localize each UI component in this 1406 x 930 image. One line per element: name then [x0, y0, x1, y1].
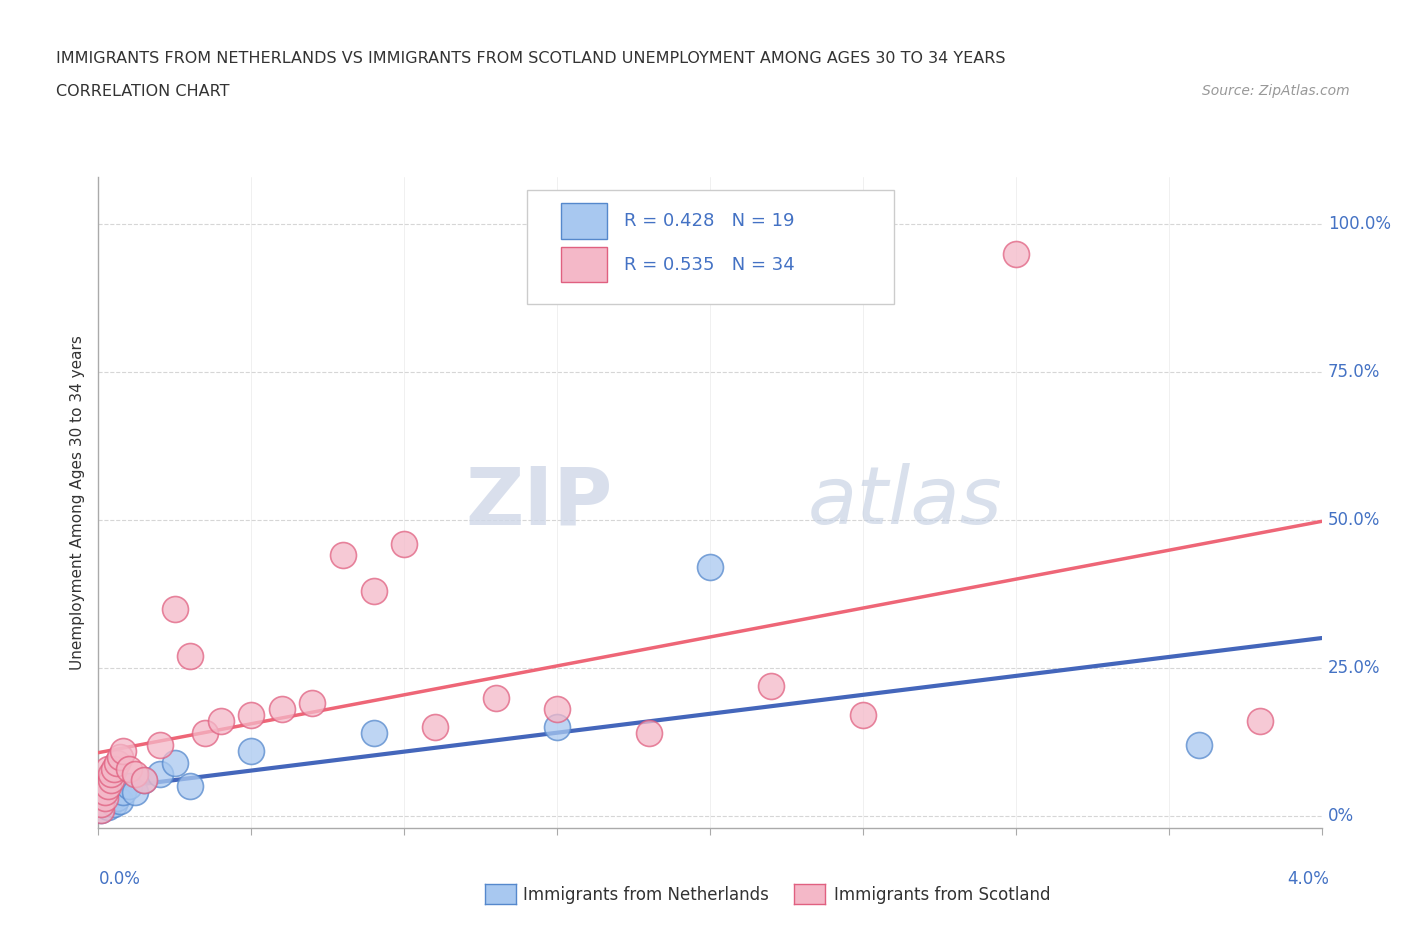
Point	[270, 702, 294, 717]
Text: Immigrants from Scotland: Immigrants from Scotland	[834, 885, 1050, 904]
Point	[100, 773, 122, 788]
Text: Source: ZipAtlas.com: Source: ZipAtlas.com	[1202, 84, 1350, 98]
Point	[124, 785, 146, 800]
Point	[103, 761, 125, 776]
Point	[97, 778, 120, 793]
Point	[1004, 246, 1026, 261]
Text: 0.0%: 0.0%	[98, 870, 141, 887]
Point	[105, 755, 128, 770]
Point	[134, 773, 156, 788]
Text: 0%: 0%	[1327, 807, 1354, 825]
Point	[90, 803, 112, 817]
Point	[485, 690, 508, 705]
Text: 25.0%: 25.0%	[1327, 659, 1381, 677]
Point	[93, 785, 115, 800]
FancyBboxPatch shape	[561, 246, 607, 283]
Point	[179, 778, 201, 793]
Point	[194, 725, 217, 740]
Point	[179, 648, 201, 663]
Point	[97, 800, 120, 815]
Text: Immigrants from Netherlands: Immigrants from Netherlands	[523, 885, 769, 904]
Point	[332, 548, 354, 563]
Point	[163, 602, 186, 617]
Point	[240, 708, 263, 723]
Point	[163, 755, 186, 770]
FancyBboxPatch shape	[526, 190, 894, 304]
Text: CORRELATION CHART: CORRELATION CHART	[56, 84, 229, 99]
Point	[103, 797, 125, 812]
Point	[699, 560, 721, 575]
Point	[637, 725, 661, 740]
Point	[105, 790, 128, 805]
Point	[363, 725, 385, 740]
Text: 75.0%: 75.0%	[1327, 363, 1381, 381]
Point	[118, 778, 141, 793]
FancyBboxPatch shape	[561, 203, 607, 239]
Point	[363, 583, 385, 598]
Point	[134, 773, 156, 788]
Point	[852, 708, 875, 723]
Point	[1249, 713, 1271, 728]
Point	[240, 743, 263, 758]
Point	[108, 793, 131, 808]
Y-axis label: Unemployment Among Ages 30 to 34 years: Unemployment Among Ages 30 to 34 years	[70, 335, 86, 670]
Point	[124, 767, 146, 782]
Point	[149, 767, 172, 782]
Text: 50.0%: 50.0%	[1327, 511, 1381, 529]
Point	[111, 743, 134, 758]
Text: IMMIGRANTS FROM NETHERLANDS VS IMMIGRANTS FROM SCOTLAND UNEMPLOYMENT AMONG AGES : IMMIGRANTS FROM NETHERLANDS VS IMMIGRANT…	[56, 51, 1005, 66]
Point	[93, 790, 115, 805]
Point	[301, 696, 323, 711]
Point	[111, 785, 134, 800]
Text: atlas: atlas	[808, 463, 1002, 541]
Text: 4.0%: 4.0%	[1286, 870, 1329, 887]
Text: 100.0%: 100.0%	[1327, 215, 1391, 233]
Point	[546, 702, 568, 717]
Point	[759, 678, 782, 693]
Point	[90, 797, 112, 812]
Point	[423, 720, 446, 735]
Point	[118, 761, 141, 776]
Point	[100, 793, 122, 808]
Point	[90, 803, 112, 817]
Point	[93, 797, 115, 812]
Point	[1188, 737, 1211, 752]
Text: R = 0.535   N = 34: R = 0.535 N = 34	[624, 256, 796, 273]
Text: ZIP: ZIP	[465, 463, 612, 541]
Point	[149, 737, 172, 752]
Point	[108, 750, 131, 764]
Point	[97, 761, 120, 776]
Point	[100, 767, 122, 782]
Point	[392, 537, 416, 551]
Point	[546, 720, 568, 735]
Text: R = 0.428   N = 19: R = 0.428 N = 19	[624, 212, 794, 230]
Point	[209, 713, 232, 728]
